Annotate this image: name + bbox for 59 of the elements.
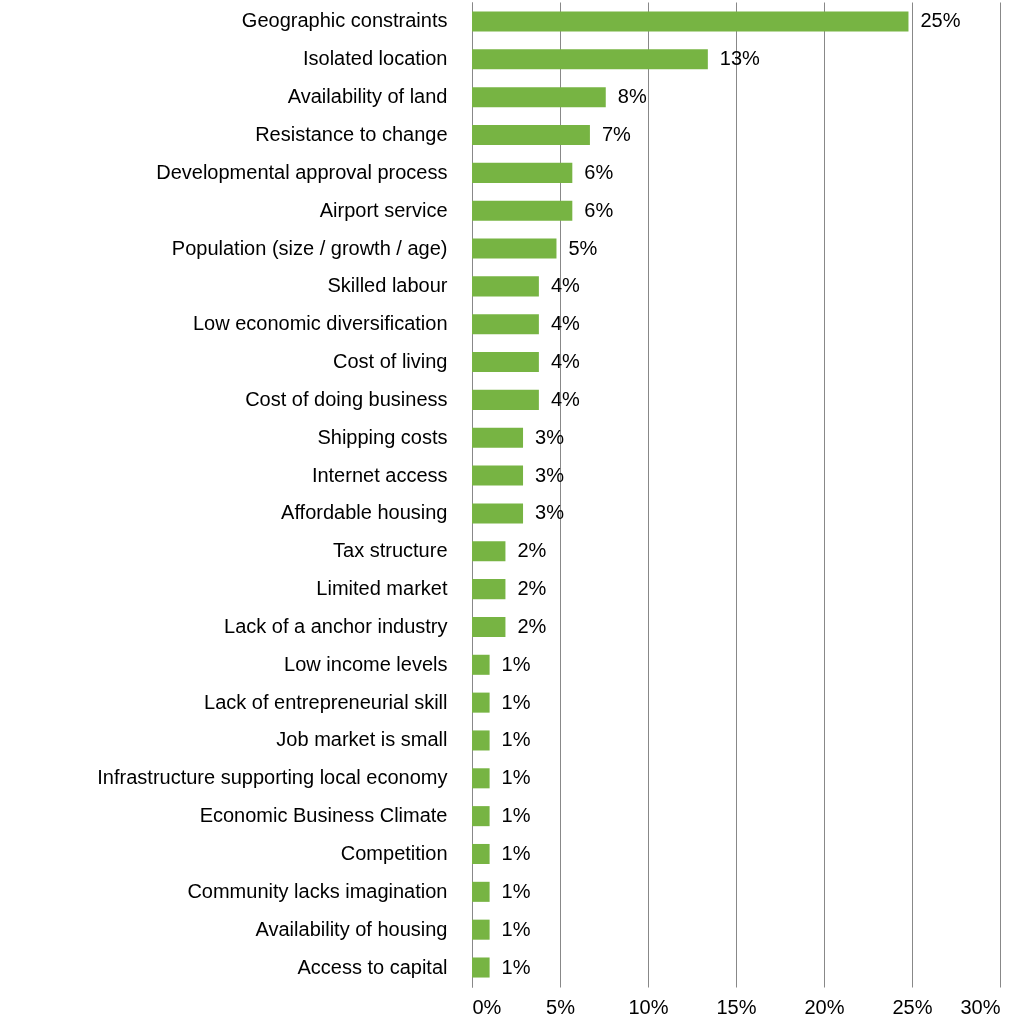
y-tick-label: Shipping costs	[317, 425, 448, 448]
y-tick-label: Lack of a anchor industry	[224, 614, 448, 637]
y-tick-label: Low economic diversification	[192, 312, 448, 335]
y-tick-label: Limited market	[316, 577, 448, 600]
data-label: 4%	[550, 350, 580, 373]
data-label: 3%	[535, 425, 565, 448]
data-label: 4%	[550, 312, 580, 335]
y-tick-label: Lack of entrepreneurial skill	[204, 690, 448, 713]
y-tick-label: Internet access	[311, 463, 448, 486]
y-tick-label: Cost of living	[333, 350, 448, 373]
data-label: 1%	[501, 728, 531, 751]
data-label: 1%	[501, 652, 531, 675]
y-tick-label: Low income levels	[284, 652, 448, 675]
data-label: 8%	[617, 85, 647, 108]
y-tick-label: Competition	[340, 841, 448, 864]
x-tick-label: 30%	[960, 995, 1001, 1018]
data-label: 13%	[719, 47, 761, 70]
x-tick-label: 20%	[804, 995, 845, 1018]
data-label: 2%	[517, 539, 547, 562]
data-label: 3%	[535, 463, 565, 486]
data-label: 1%	[501, 766, 531, 789]
x-tick-label: 25%	[892, 995, 933, 1018]
data-label: 2%	[517, 614, 547, 637]
data-label: 1%	[501, 879, 531, 902]
y-tick-label: Isolated location	[302, 47, 448, 70]
data-label: 6%	[584, 198, 614, 221]
y-tick-label: Availability of land	[287, 85, 448, 108]
y-tick-label: Geographic constraints	[241, 9, 448, 32]
data-label: 4%	[550, 387, 580, 410]
data-label: 2%	[517, 577, 547, 600]
data-label: 7%	[601, 123, 632, 146]
y-tick-label: Access to capital	[297, 955, 448, 978]
x-tick-label: 0%	[472, 995, 502, 1018]
data-label: 4%	[550, 274, 580, 297]
data-label: 1%	[501, 917, 531, 940]
x-tick-label: 10%	[628, 995, 669, 1018]
data-label: 3%	[535, 501, 565, 524]
y-tick-label: Economic Business Climate	[199, 804, 448, 827]
y-tick-label: Cost of doing business	[245, 387, 448, 410]
y-tick-label: Infrastructure supporting local economy	[97, 766, 448, 789]
data-label: 5%	[568, 236, 598, 259]
data-label: 1%	[501, 690, 531, 713]
data-label: 1%	[501, 841, 531, 864]
y-tick-label: Affordable housing	[281, 501, 448, 524]
x-tick-label: 5%	[546, 995, 576, 1018]
x-tick-label: 15%	[716, 995, 757, 1018]
data-label: 1%	[501, 955, 531, 978]
data-label: 1%	[501, 804, 531, 827]
y-tick-label: Population (size / growth / age)	[171, 236, 448, 259]
y-tick-label: Tax structure	[333, 539, 448, 562]
y-tick-label: Developmental approval process	[156, 160, 448, 183]
y-tick-label: Availability of housing	[255, 917, 448, 940]
y-tick-label: Airport service	[319, 198, 448, 221]
y-tick-label: Job market is small	[276, 728, 448, 751]
data-label: 6%	[584, 160, 614, 183]
y-tick-label: Skilled labour	[327, 274, 448, 297]
y-tick-label: Resistance to change	[255, 123, 448, 146]
data-label: 25%	[920, 9, 961, 32]
y-tick-label: Community lacks imagination	[187, 879, 448, 902]
